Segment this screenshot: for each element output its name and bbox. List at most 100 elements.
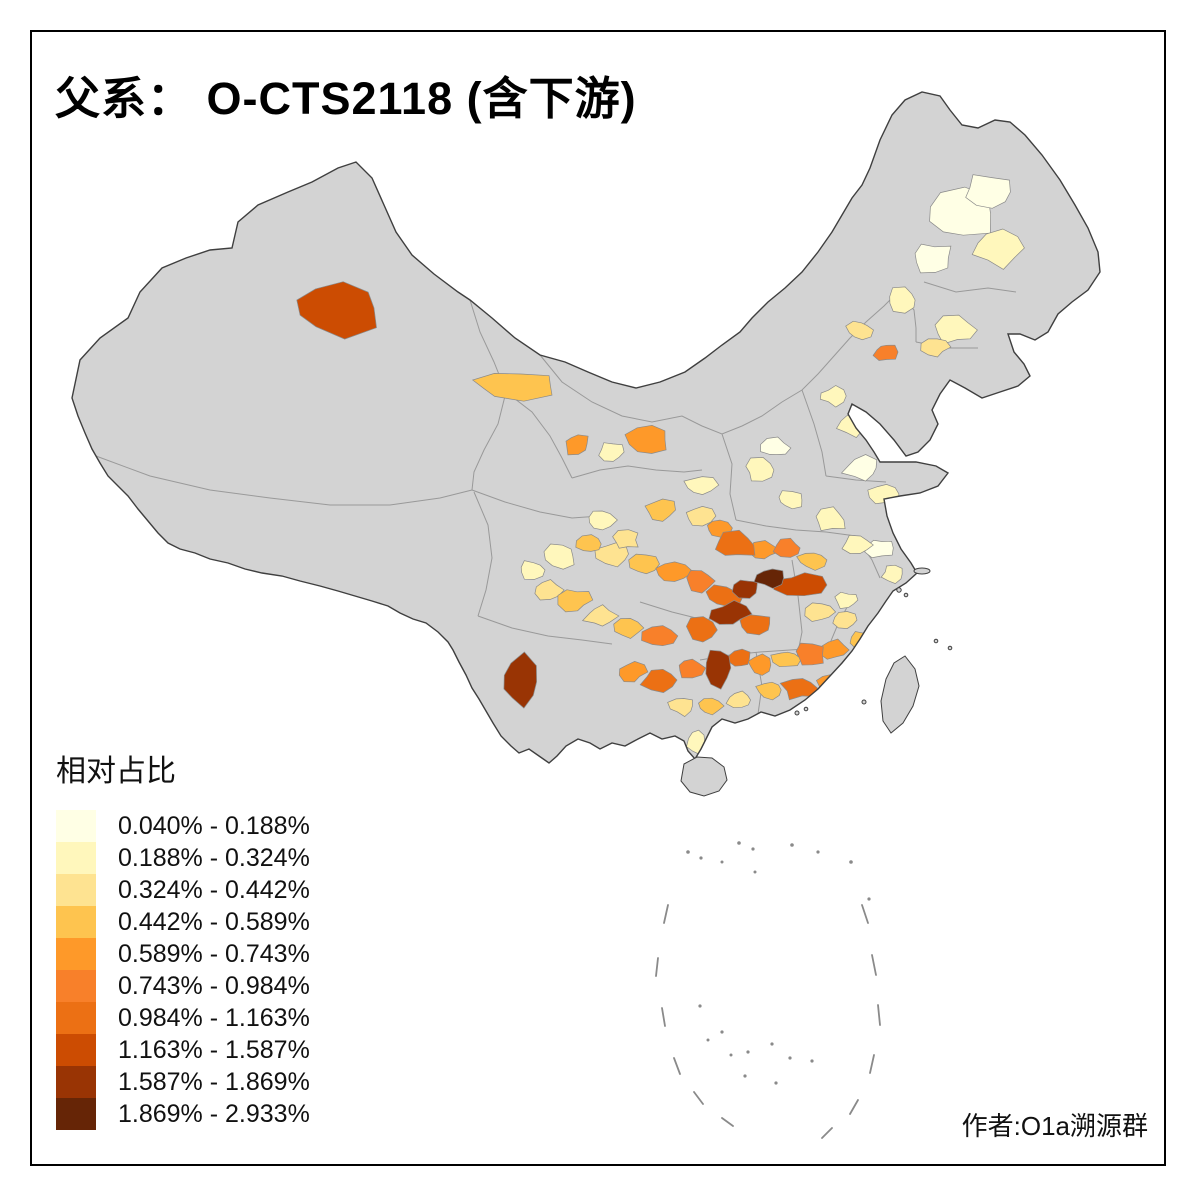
islands [680, 567, 953, 797]
prefecture-region [296, 281, 377, 340]
legend-swatch [56, 970, 96, 1002]
prefecture-region [685, 506, 717, 527]
taiwan-island [880, 655, 920, 734]
legend-swatch [56, 810, 96, 842]
prefecture-region [644, 498, 676, 522]
nine-dash-line [655, 904, 881, 1139]
prefecture-region [705, 649, 732, 690]
prefecture-region [714, 529, 756, 556]
prefecture-region [655, 561, 694, 582]
prefecture-region [534, 579, 565, 601]
prefecture-region [667, 698, 693, 718]
prefecture-region [965, 174, 1011, 209]
prefecture-region [795, 642, 824, 666]
prefecture-region [739, 614, 771, 636]
legend-swatch [56, 1066, 96, 1098]
prefecture-region [872, 344, 899, 361]
prefecture-region [841, 534, 874, 554]
prefecture-region [575, 534, 602, 552]
prefecture-region [914, 243, 952, 274]
legend-row: 1.163% - 1.587% [56, 1034, 310, 1066]
prefecture-region [772, 537, 801, 558]
legend-label: 1.587% - 1.869% [118, 1067, 310, 1096]
legend-row: 0.442% - 0.589% [56, 906, 310, 938]
legend-label: 1.869% - 2.933% [118, 1099, 310, 1128]
prefecture-region [834, 591, 859, 609]
prefecture-region [840, 454, 878, 482]
prefecture-region [819, 385, 847, 408]
legend-label: 0.188% - 0.324% [118, 843, 310, 872]
legend-rows: 0.040% - 0.188% 0.188% - 0.324% 0.324% - 0… [56, 810, 310, 1130]
prefecture-region [731, 579, 758, 599]
legend-swatch [56, 1002, 96, 1034]
prefecture-region [598, 442, 625, 462]
prefecture-region [804, 602, 837, 622]
prefecture-region [880, 564, 903, 585]
prefecture-region [934, 314, 978, 345]
prefecture-region [557, 589, 594, 613]
legend-row: 0.589% - 0.743% [56, 938, 310, 970]
legend-swatch [56, 842, 96, 874]
prefecture-region [832, 611, 858, 629]
legend-title: 相对占比 [56, 755, 176, 788]
legend-swatch [56, 1034, 96, 1066]
prefecture-regions [296, 174, 1025, 755]
prefecture-region [471, 373, 553, 402]
prefecture-region [889, 286, 916, 314]
prefecture-region [770, 651, 802, 668]
prefecture-region [612, 529, 639, 549]
prefecture-region [753, 568, 784, 589]
prefecture-region [588, 510, 618, 531]
prefecture-region [698, 697, 725, 716]
legend-label: 0.442% - 0.589% [118, 907, 310, 936]
prefecture-region [796, 552, 828, 571]
legend-swatch [56, 906, 96, 938]
chongming-island [913, 567, 931, 575]
prefecture-region [686, 616, 718, 643]
plot-border [30, 30, 1166, 1166]
prefecture-region [760, 436, 792, 455]
prefecture-region [815, 506, 846, 532]
prefecture-region [686, 570, 716, 594]
prefecture-region [683, 476, 720, 495]
prefecture-region [747, 653, 772, 676]
legend-label: 1.163% - 1.587% [118, 1035, 310, 1064]
legend-label: 0.743% - 0.984% [118, 971, 310, 1000]
prefecture-region [845, 320, 874, 341]
prefecture-region [971, 228, 1025, 270]
prefecture-region [543, 543, 575, 570]
prefecture-region [624, 424, 667, 454]
legend: 相对占比 0.040% - 0.188% 0.188% - 0.324% 0.324… [56, 746, 310, 1130]
prefecture-region [755, 681, 782, 701]
prefecture-region [618, 661, 649, 683]
prefecture-region [613, 618, 645, 639]
prefecture-region [678, 658, 707, 679]
prefecture-region [565, 434, 589, 456]
legend-row: 0.040% - 0.188% [56, 810, 310, 842]
prefecture-region [503, 651, 537, 709]
legend-swatch [56, 874, 96, 906]
legend-label: 0.324% - 0.442% [118, 875, 310, 904]
legend-row: 0.188% - 0.324% [56, 842, 310, 874]
hainan-island [680, 756, 728, 797]
legend-row: 0.743% - 0.984% [56, 970, 310, 1002]
prefecture-region [520, 560, 546, 580]
prefecture-region [745, 457, 775, 482]
legend-label: 0.040% - 0.188% [118, 811, 310, 840]
prefecture-region [581, 604, 620, 627]
prefecture-region [639, 668, 678, 693]
author-credit: 作者:O1a溯源群 [961, 1111, 1148, 1141]
prefecture-region [628, 553, 660, 575]
legend-row: 0.984% - 1.163% [56, 1002, 310, 1034]
south-china-sea-islands [686, 841, 871, 1085]
legend-label: 0.589% - 0.743% [118, 939, 310, 968]
legend-swatch [56, 938, 96, 970]
prefecture-region [725, 690, 751, 709]
legend-label: 0.984% - 1.163% [118, 1003, 310, 1032]
prefecture-region [920, 338, 952, 358]
prefecture-region [778, 490, 803, 510]
legend-row: 1.587% - 1.869% [56, 1066, 310, 1098]
legend-row: 1.869% - 2.933% [56, 1098, 310, 1130]
